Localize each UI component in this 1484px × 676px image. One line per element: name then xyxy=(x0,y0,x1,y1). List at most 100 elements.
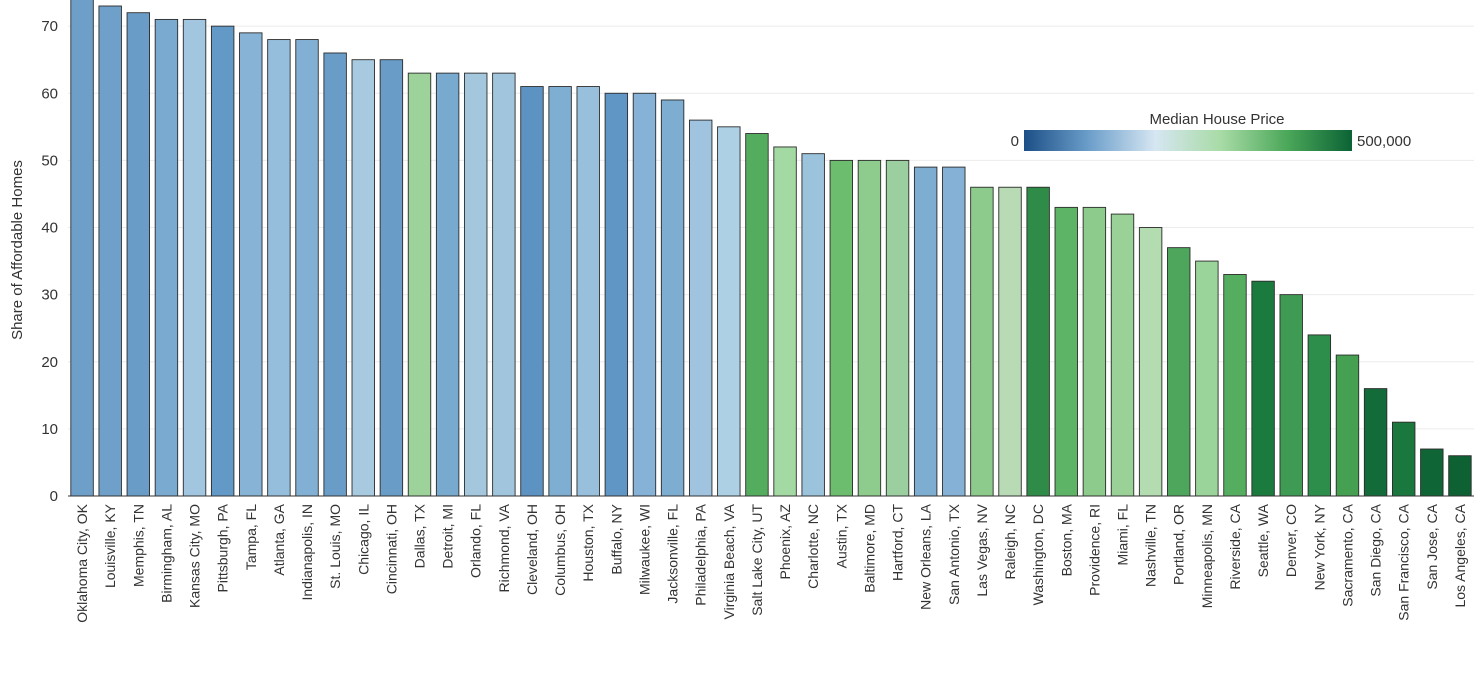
bar xyxy=(239,32,263,497)
bar xyxy=(1110,213,1135,497)
x-tick-label: Kansas City, MO xyxy=(187,504,203,608)
x-tick-label: New Orleans, LA xyxy=(918,503,934,609)
x-tick-label: Denver, CO xyxy=(1283,504,1299,577)
x-tick-label: Cincinnati, OH xyxy=(383,504,399,594)
bar xyxy=(492,72,516,497)
y-tick-label: 60 xyxy=(41,85,58,102)
bar xyxy=(98,5,122,497)
x-tick-label: Columbus, OH xyxy=(552,504,568,596)
x-tick-label: Detroit, MI xyxy=(440,504,456,569)
x-tick-label: Boston, MA xyxy=(1058,503,1074,576)
x-tick-label: New York, NY xyxy=(1311,503,1327,590)
bar xyxy=(126,12,150,497)
bar xyxy=(435,72,460,497)
bar xyxy=(689,119,713,497)
y-tick-label: 40 xyxy=(41,220,58,237)
y-tick-label: 70 xyxy=(41,18,58,35)
x-tick-label: Baltimore, MD xyxy=(861,504,877,593)
x-tick-label: San Antonio, TX xyxy=(946,503,962,605)
bar xyxy=(1279,294,1303,497)
bar xyxy=(1392,421,1416,497)
x-tick-label: San Diego, CA xyxy=(1368,503,1384,596)
x-tick-label: San Francisco, CA xyxy=(1396,503,1412,620)
bar xyxy=(576,86,600,497)
legend-max-label: 500,000 xyxy=(1357,133,1411,150)
x-tick-label: Portland, OR xyxy=(1171,504,1187,585)
bar xyxy=(1195,260,1219,497)
x-tick-label: Austin, TX xyxy=(833,503,849,568)
bar xyxy=(998,186,1022,497)
bar xyxy=(885,159,910,497)
bar xyxy=(1223,274,1247,497)
y-tick-label: 20 xyxy=(41,354,58,371)
x-tick-label: Providence, RI xyxy=(1086,504,1102,596)
x-tick-label: Phoenix, AZ xyxy=(777,504,793,580)
x-tick-label: Milwaukee, WI xyxy=(636,504,652,595)
x-tick-label: Atlanta, GA xyxy=(271,503,287,575)
x-tick-label: Salt Lake City, UT xyxy=(749,504,765,616)
x-tick-label: Raleigh, NC xyxy=(1002,504,1018,579)
bar xyxy=(1307,334,1332,497)
x-tick-label: Virginia Beach, VA xyxy=(721,503,737,619)
bar xyxy=(1082,206,1107,497)
bar xyxy=(1335,354,1360,497)
x-tick-label: Indianapolis, IN xyxy=(299,504,315,601)
x-tick-label: Minneapolis, MN xyxy=(1199,504,1215,608)
bar xyxy=(717,126,741,497)
color-legend: Median House Price 0 500,000 xyxy=(1011,111,1411,151)
y-axis-label: Share of Affordable Homes xyxy=(9,160,26,340)
x-tick-label: Miami, FL xyxy=(1115,504,1131,566)
bar xyxy=(70,0,94,497)
legend-min-label: 0 xyxy=(1011,133,1019,150)
bar xyxy=(970,186,994,497)
bar xyxy=(913,166,938,497)
bar xyxy=(295,39,319,497)
x-tick-label: Riverside, CA xyxy=(1227,503,1243,589)
bar xyxy=(154,18,179,497)
x-tick-label: Los Angeles, CA xyxy=(1452,503,1468,607)
bar xyxy=(407,72,432,497)
x-tick-label: Louisville, KY xyxy=(102,503,118,588)
y-axis: 0 10 20 30 40 50 60 70 xyxy=(41,18,1474,505)
x-tick-label: St. Louis, MO xyxy=(327,504,343,589)
bar xyxy=(773,146,797,497)
bar xyxy=(267,39,291,497)
x-tick-label: Pittsburgh, PA xyxy=(215,503,231,592)
bar xyxy=(323,52,347,497)
bar xyxy=(1054,206,1078,497)
bar xyxy=(857,159,882,497)
bar xyxy=(745,133,769,497)
bar xyxy=(351,59,375,497)
x-tick-label: Cleveland, OH xyxy=(524,504,540,595)
bar xyxy=(464,72,488,497)
bar xyxy=(1167,247,1191,497)
x-tick-label: Hartford, CT xyxy=(890,504,906,581)
x-tick-label: Washington, DC xyxy=(1030,504,1046,605)
bar xyxy=(604,92,629,497)
x-tick-label: Birmingham, AL xyxy=(158,504,174,603)
bar xyxy=(548,86,572,497)
x-tick-label: Tampa, FL xyxy=(243,504,259,570)
bar xyxy=(942,166,966,497)
x-tick-label: Buffalo, NY xyxy=(608,503,624,574)
bar xyxy=(829,159,853,497)
bar xyxy=(182,18,207,497)
x-tick-label: Philadelphia, PA xyxy=(693,503,709,605)
bar xyxy=(1138,227,1163,497)
bar xyxy=(632,92,657,497)
bar xyxy=(1363,388,1388,497)
bar xyxy=(210,25,235,497)
x-axis: Oklahoma City, OK Louisville, KY Memphis, … xyxy=(74,503,1468,622)
bar xyxy=(660,99,685,497)
legend-title: Median House Price xyxy=(1149,111,1284,128)
x-tick-label: San Jose, CA xyxy=(1424,503,1440,589)
x-tick-label: Charlotte, NC xyxy=(805,504,821,589)
bar xyxy=(520,86,544,497)
bars xyxy=(70,0,1472,497)
x-tick-label: Houston, TX xyxy=(580,503,596,581)
x-tick-label: Orlando, FL xyxy=(468,504,484,578)
y-tick-label: 50 xyxy=(41,152,58,169)
bar xyxy=(1026,186,1050,497)
x-tick-label: Dallas, TX xyxy=(412,503,428,568)
